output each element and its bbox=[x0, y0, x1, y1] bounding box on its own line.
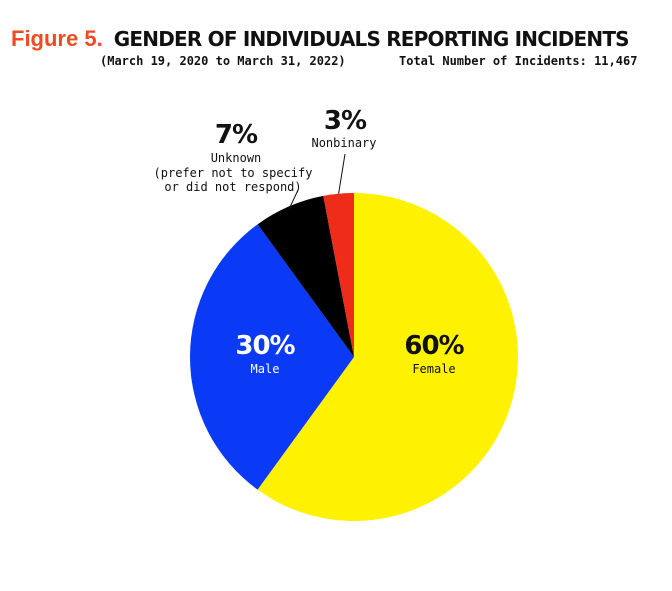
slice-sublabel-line-unknown: (prefer not to specify bbox=[154, 166, 313, 180]
slice-percent-label-female: 60% bbox=[404, 331, 464, 361]
slice-percent-label-unknown: 7% bbox=[215, 120, 258, 150]
leader-line-unknown bbox=[288, 189, 299, 210]
figure-title-row: Figure 5. GENDER OF INDIVIDUALS REPORTIN… bbox=[11, 26, 630, 52]
leader-line-nonbinary bbox=[338, 153, 346, 194]
pie-slice-male bbox=[189, 224, 354, 490]
pie-slice-female bbox=[257, 193, 518, 521]
slice-sublabel-line-unknown: or did not respond) bbox=[164, 180, 301, 194]
slice-category-label-female: Female bbox=[412, 362, 455, 376]
slice-percent-label-male: 30% bbox=[235, 331, 295, 361]
figure-label: Figure 5. bbox=[11, 26, 103, 51]
slice-category-label-nonbinary: Nonbinary bbox=[311, 136, 376, 150]
chart-subtitle-date-range: (March 19, 2020 to March 31, 2022) bbox=[100, 54, 346, 68]
pie-slice-nonbinary bbox=[323, 193, 354, 357]
slice-percent-label-nonbinary: 3% bbox=[324, 106, 367, 136]
chart-total-incidents: Total Number of Incidents: 11,467 bbox=[399, 54, 638, 68]
pie-slice-unknown bbox=[257, 195, 354, 357]
slice-category-label-unknown: Unknown bbox=[211, 151, 262, 165]
chart-title: GENDER OF INDIVIDUALS REPORTING INCIDENT… bbox=[113, 27, 630, 51]
slice-category-label-male: Male bbox=[251, 362, 280, 376]
